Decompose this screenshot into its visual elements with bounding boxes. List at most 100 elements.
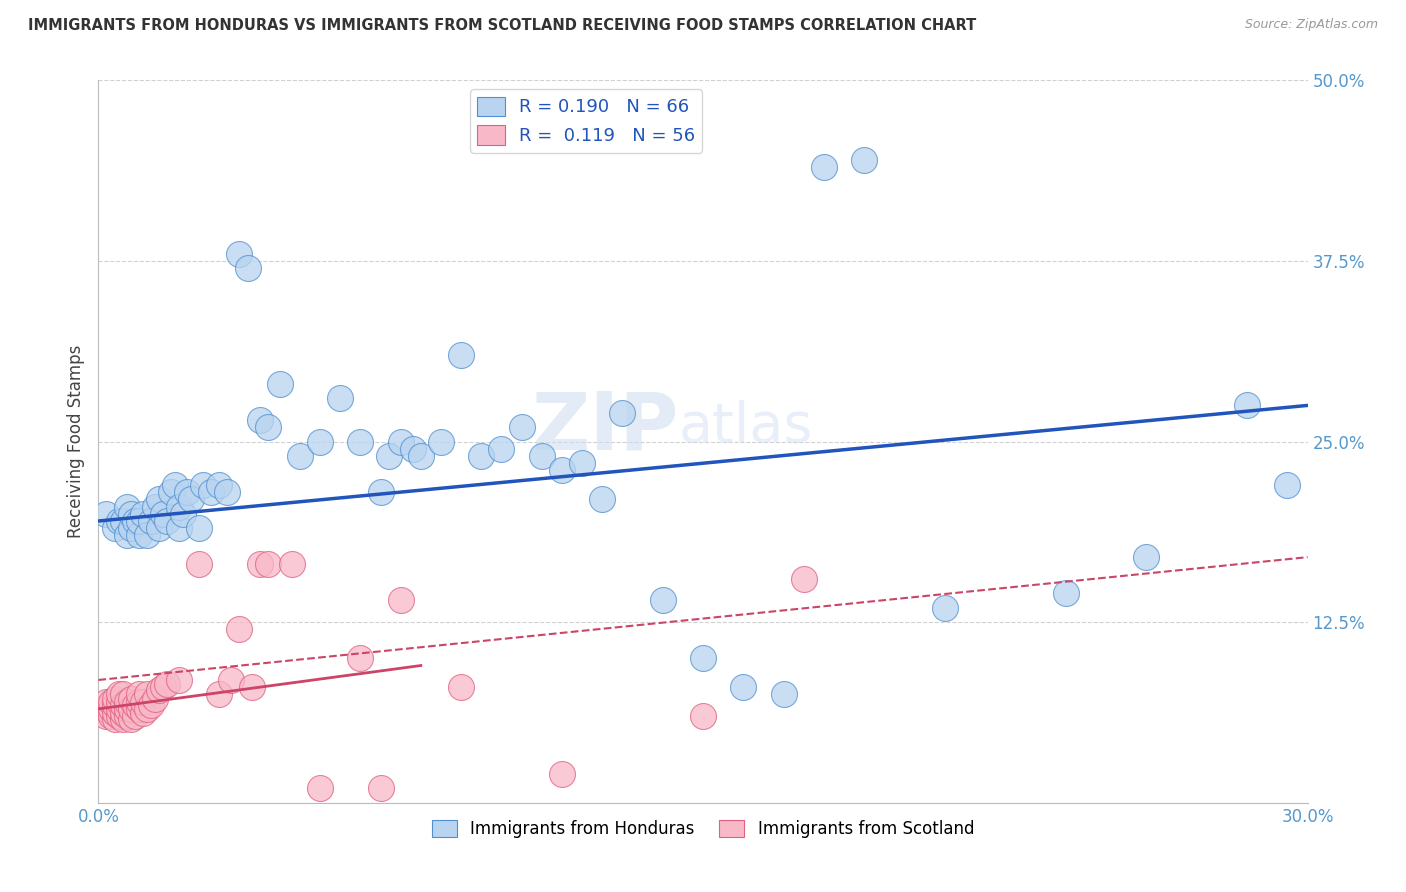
Point xyxy=(193,478,215,492)
Point xyxy=(813,160,835,174)
Point xyxy=(132,507,155,521)
Point xyxy=(491,442,513,456)
Point xyxy=(148,521,170,535)
Point xyxy=(188,558,211,572)
Point xyxy=(111,712,134,726)
Point xyxy=(172,507,194,521)
Legend: Immigrants from Honduras, Immigrants from Scotland: Immigrants from Honduras, Immigrants fro… xyxy=(425,814,981,845)
Point xyxy=(139,698,162,712)
Point xyxy=(221,673,243,687)
Point xyxy=(370,485,392,500)
Point xyxy=(103,706,125,721)
Point xyxy=(188,521,211,535)
Point xyxy=(120,702,142,716)
Point xyxy=(120,521,142,535)
Point xyxy=(208,687,231,701)
Point xyxy=(853,153,876,167)
Y-axis label: Receiving Food Stamps: Receiving Food Stamps xyxy=(66,345,84,538)
Point xyxy=(281,558,304,572)
Point xyxy=(167,500,190,514)
Point xyxy=(115,500,138,514)
Point xyxy=(124,698,146,712)
Point xyxy=(309,781,332,796)
Point xyxy=(934,600,956,615)
Point xyxy=(249,558,271,572)
Point xyxy=(228,246,250,260)
Point xyxy=(156,514,179,528)
Point xyxy=(349,434,371,449)
Point xyxy=(128,695,150,709)
Point xyxy=(612,406,634,420)
Point xyxy=(309,434,332,449)
Point xyxy=(128,528,150,542)
Point xyxy=(143,500,166,514)
Point xyxy=(1236,398,1258,412)
Point xyxy=(139,514,162,528)
Point xyxy=(450,348,472,362)
Point xyxy=(115,709,138,723)
Point xyxy=(571,456,593,470)
Point xyxy=(128,702,150,716)
Point xyxy=(772,687,794,701)
Point xyxy=(530,449,553,463)
Point xyxy=(430,434,453,449)
Point xyxy=(128,514,150,528)
Point xyxy=(111,706,134,721)
Point xyxy=(148,492,170,507)
Point xyxy=(120,712,142,726)
Point xyxy=(167,521,190,535)
Point xyxy=(692,651,714,665)
Point xyxy=(124,514,146,528)
Point xyxy=(100,709,122,723)
Point xyxy=(156,677,179,691)
Point xyxy=(200,485,222,500)
Point xyxy=(692,709,714,723)
Point xyxy=(148,683,170,698)
Point xyxy=(111,687,134,701)
Text: ZIP: ZIP xyxy=(531,388,679,467)
Point xyxy=(249,413,271,427)
Point xyxy=(470,449,492,463)
Point xyxy=(96,695,118,709)
Point xyxy=(510,420,533,434)
Point xyxy=(111,514,134,528)
Point xyxy=(152,507,174,521)
Point xyxy=(551,463,574,477)
Point xyxy=(256,420,278,434)
Point xyxy=(733,680,755,694)
Point xyxy=(370,781,392,796)
Point xyxy=(135,702,157,716)
Point xyxy=(1277,478,1299,492)
Point xyxy=(176,485,198,500)
Point xyxy=(115,702,138,716)
Point xyxy=(152,680,174,694)
Point xyxy=(180,492,202,507)
Point xyxy=(208,478,231,492)
Point xyxy=(1135,550,1157,565)
Point xyxy=(409,449,432,463)
Point xyxy=(135,528,157,542)
Point xyxy=(103,691,125,706)
Point xyxy=(143,691,166,706)
Point xyxy=(651,593,673,607)
Point xyxy=(329,391,352,405)
Point xyxy=(107,709,129,723)
Point xyxy=(163,478,186,492)
Text: IMMIGRANTS FROM HONDURAS VS IMMIGRANTS FROM SCOTLAND RECEIVING FOOD STAMPS CORRE: IMMIGRANTS FROM HONDURAS VS IMMIGRANTS F… xyxy=(28,18,976,33)
Point xyxy=(124,709,146,723)
Point xyxy=(107,514,129,528)
Point xyxy=(111,698,134,712)
Text: Source: ZipAtlas.com: Source: ZipAtlas.com xyxy=(1244,18,1378,31)
Point xyxy=(107,695,129,709)
Point xyxy=(217,485,239,500)
Point xyxy=(288,449,311,463)
Point xyxy=(96,702,118,716)
Point xyxy=(236,261,259,276)
Point xyxy=(1054,586,1077,600)
Point xyxy=(793,572,815,586)
Point xyxy=(107,687,129,701)
Point xyxy=(132,695,155,709)
Point xyxy=(100,695,122,709)
Point xyxy=(551,767,574,781)
Text: atlas: atlas xyxy=(679,401,813,454)
